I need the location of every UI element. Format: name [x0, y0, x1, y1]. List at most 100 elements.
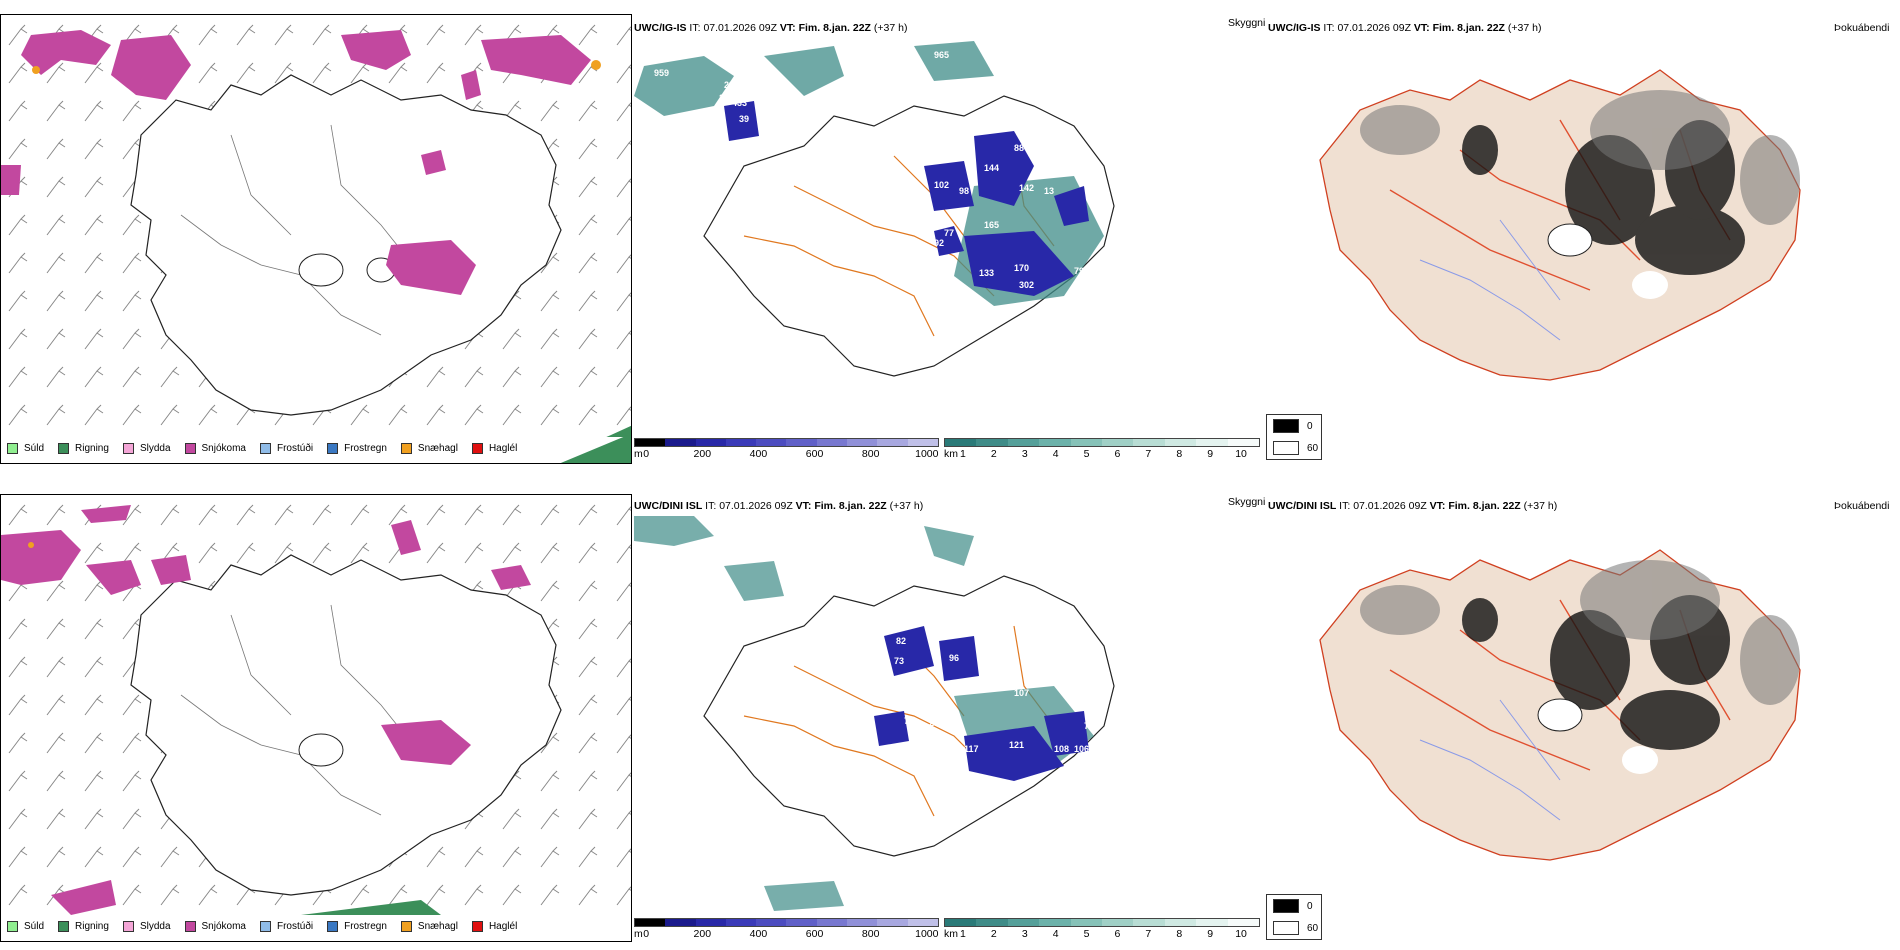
cloud-base-label: 117 [964, 744, 979, 754]
legend-swatch [471, 443, 483, 454]
legend-item: Frostúði [259, 443, 314, 454]
colorbar-cell [1007, 439, 1040, 446]
cloud-base-label: 953 [774, 103, 789, 113]
legend-item: Snæhagl [400, 921, 458, 932]
visibility-colorbar-ticks: km 1 2 3 4 5 6 7 8 9 10 [944, 447, 1260, 460]
cloud-base-label: 98 [959, 186, 969, 196]
colorbar-tick: 800 [861, 928, 880, 940]
visibility-colorbar: km 1 2 3 4 5 6 7 8 9 10 [944, 438, 1260, 460]
colorbar-cell [976, 439, 1008, 446]
legend-item: Haglél [471, 443, 517, 454]
cloud-base-colorbar-ticks: m 0 200 400 600 800 1000 [634, 447, 939, 460]
cloud-base-colorbar-cells [634, 438, 939, 447]
fog-legend-low-swatch [1273, 921, 1299, 935]
fog-legend: 0 60 [1266, 894, 1322, 940]
legend-label: Slydda [139, 443, 171, 454]
colorbar-cell [877, 919, 908, 926]
cloud-base-label: 96 [949, 653, 959, 663]
colorbar-tick: 7 [1145, 448, 1152, 460]
cloud-base-label: 165 [984, 220, 999, 230]
cloud-base-colorbar-cells [634, 918, 939, 927]
colorbar-cell [1102, 919, 1134, 926]
fog-map [1319, 69, 1801, 381]
colorbar-cell [1039, 439, 1071, 446]
colorbar-cell [695, 919, 726, 926]
visibility-colorbar-cells [944, 438, 1260, 447]
colorbar-cell [976, 919, 1008, 926]
cloud-base-label: 77 [944, 228, 954, 238]
colorbar-tick: 4 [1052, 928, 1059, 940]
colorbar-cell [635, 439, 666, 446]
legend-item: Frostregn [327, 443, 387, 454]
colorbar-cell [877, 439, 908, 446]
colorbar-tick: 8 [1176, 448, 1183, 460]
colorbar-tick: 400 [749, 448, 768, 460]
visibility-colorbar-cells [944, 918, 1260, 927]
legend-swatch [7, 443, 18, 454]
cloud-base-label: 7 [1084, 721, 1089, 731]
colorbar-tick: 4 [1052, 448, 1059, 460]
colorbar-tick: 10 [1235, 448, 1247, 460]
cloud-base-colorbar-ticks: m 0 200 400 600 800 1000 [634, 927, 939, 940]
cloud-base-colorbar: m 0 200 400 600 800 1000 [634, 918, 939, 940]
visibility-panel-variable: Skyggni [1228, 496, 1266, 508]
legend-item: Rigning [58, 443, 109, 454]
cloud-base-label: 40 [712, 106, 722, 116]
colorbar-tick: 3 [1021, 448, 1028, 460]
colorbar-unit: km [944, 448, 958, 460]
colorbar-cell [1070, 919, 1103, 926]
colorbar-cell [907, 439, 938, 446]
legend-item: Haglél [471, 921, 517, 932]
colorbar-cell [725, 919, 757, 926]
colorbar-tick: 1 [960, 448, 966, 460]
legend-item: Frostúði [259, 921, 313, 932]
legend-swatch [58, 443, 70, 454]
legend-label: Snæhagl [417, 921, 458, 932]
legend-swatch [259, 921, 271, 932]
legend-swatch [327, 443, 339, 454]
colorbar-cell [945, 439, 977, 446]
colorbar-tick: 9 [1207, 448, 1214, 460]
legend-swatch [400, 921, 412, 932]
legend-item: Snjókoma [184, 921, 246, 932]
cloud-base-label: 965 [934, 50, 949, 60]
cloud-base-label: 102 [934, 180, 949, 190]
colorbar-tick: 1000 [915, 928, 939, 940]
colorbar-tick: 9 [1207, 928, 1214, 940]
colorbar-tick: 1000 [915, 448, 939, 460]
colorbar-cell [847, 439, 878, 446]
cloud-base-label: 25 [719, 93, 729, 103]
visibility-map: 959 29 349 25 40 433 953 39 965 873 12 8… [634, 41, 1115, 377]
legend-label: Frostúði [276, 443, 314, 454]
fog-legend-high-swatch [1273, 419, 1299, 433]
colorbar-cell [1227, 919, 1260, 926]
legend-item: Súld [7, 921, 44, 932]
cloud-base-label: 144 [984, 163, 999, 173]
precip-legend: Súld Rigning Slydda Snjókoma Frostúði Fr… [7, 921, 531, 932]
colorbar-cell [945, 919, 977, 926]
fog-panel-variable: Þokuábendi [1834, 22, 1890, 34]
colorbar-cell [695, 439, 726, 446]
legend-swatch [58, 921, 70, 932]
legend-label: Frostregn [344, 921, 387, 932]
fog-legend-high-swatch [1273, 899, 1299, 913]
colorbar-tick: 8 [1176, 928, 1183, 940]
colorbar-tick: 400 [749, 928, 768, 940]
legend-label: Snæhagl [417, 443, 458, 454]
cloud-base-label: 302 [1019, 280, 1034, 290]
cloud-base-label: 73 [894, 656, 904, 666]
colorbar-cell [1102, 439, 1134, 446]
cloud-base-label: 79 [1074, 266, 1084, 276]
colorbar-cell [1133, 919, 1165, 926]
fog-panel-header: UWC/DINI ISL IT: 07.01.2026 09Z VT: Fim.… [1268, 500, 1558, 512]
colorbar-tick: 200 [693, 448, 712, 460]
legend-swatch [327, 921, 339, 932]
cloud-base-label: 13 [1044, 186, 1054, 196]
cloud-base-label: 959 [654, 68, 669, 78]
colorbar-tick: 0 [643, 928, 650, 940]
legend-item: Slydda [122, 443, 171, 454]
legend-swatch [122, 443, 134, 454]
colorbar-tick: 600 [805, 448, 824, 460]
precip-legend: Súld Rigning Slydda Snjókoma Frostúði Fr… [7, 443, 531, 454]
legend-swatch [7, 921, 18, 932]
